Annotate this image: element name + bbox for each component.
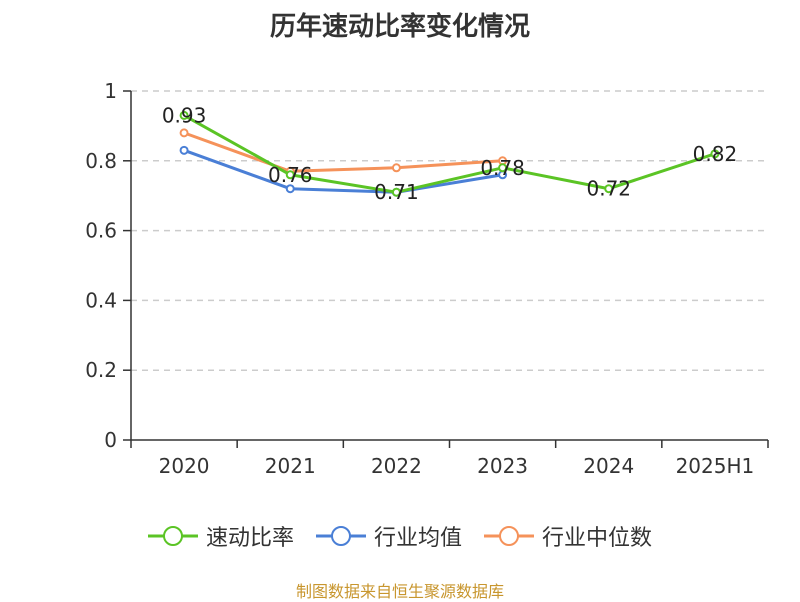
legend-label: 行业中位数 xyxy=(542,526,653,551)
series-point xyxy=(179,110,189,120)
y-tick-label: 1 xyxy=(104,79,117,103)
x-tick-label: 2023 xyxy=(477,454,528,478)
x-tick-label: 2022 xyxy=(371,454,422,478)
data-label: 0.82 xyxy=(693,142,738,166)
data-label: 0.71 xyxy=(374,180,419,204)
data-label: 0.78 xyxy=(480,156,525,180)
series-point xyxy=(285,184,295,194)
series-line xyxy=(183,131,503,173)
series-point xyxy=(391,163,401,173)
x-tick-label: 2024 xyxy=(583,454,634,478)
data-label: 0.93 xyxy=(162,103,207,127)
series-point xyxy=(179,145,189,155)
legend-marker-icon xyxy=(147,526,198,546)
series-line xyxy=(183,148,503,194)
series-point xyxy=(498,163,508,173)
series-point xyxy=(179,128,189,138)
chart-title: 历年速动比率变化情况 xyxy=(269,12,530,42)
data-label: 0.72 xyxy=(586,177,631,201)
legend-item-quick-ratio[interactable]: 速动比率 xyxy=(147,520,294,552)
legend-item-industry-mean[interactable]: 行业均值 xyxy=(315,520,462,552)
series-layer xyxy=(179,110,720,197)
x-tick-label: 2021 xyxy=(265,454,316,478)
series-line xyxy=(183,114,716,194)
series-point xyxy=(710,149,720,159)
legend-item-industry-median[interactable]: 行业中位数 xyxy=(484,520,652,552)
legend-marker-icon xyxy=(315,526,366,546)
axis-layer: 0 0.2 0.4 0.6 0.8 1 2020 2021 2022 2023 2024 2025H1 xyxy=(85,79,769,478)
legend-label: 速动比率 xyxy=(205,526,294,551)
y-tick-label: 0.6 xyxy=(85,219,117,243)
source-note: 制图数据来自恒生聚源数据库 xyxy=(295,582,504,601)
series-point xyxy=(391,187,401,197)
x-tick-label: 2025H1 xyxy=(676,454,755,478)
data-label: 0.76 xyxy=(268,163,313,187)
data-label-layer: 0.93 0.76 0.71 0.78 0.72 0.82 xyxy=(162,103,737,204)
y-tick-label: 0.8 xyxy=(85,149,117,173)
series-point xyxy=(285,170,295,180)
y-tick-label: 0 xyxy=(104,428,117,452)
series-point xyxy=(604,184,614,194)
legend-marker-icon xyxy=(484,526,534,546)
legend-label: 行业均值 xyxy=(373,526,462,551)
x-tick-label: 2020 xyxy=(159,454,210,478)
grid-layer xyxy=(131,90,768,371)
y-tick-label: 0.4 xyxy=(85,288,117,312)
legend: 速动比率 行业均值 行业中位数 xyxy=(0,520,800,552)
y-tick-label: 0.2 xyxy=(85,358,117,382)
